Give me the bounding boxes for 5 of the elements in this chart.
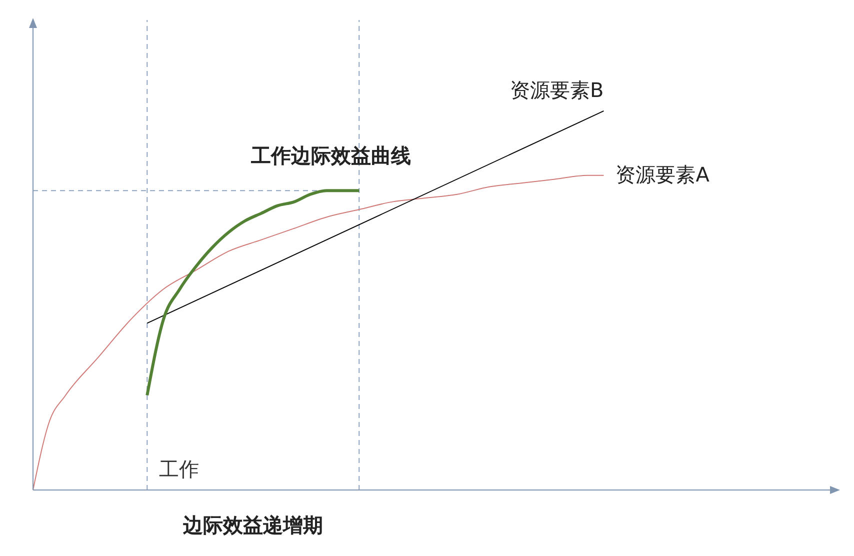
annotation: 工作 [159,457,200,481]
series-label: 资源要素B [510,78,604,102]
x-axis-title: 边际效益递增期 [182,513,324,537]
series-label: 资源要素A [616,162,710,186]
series-label: 工作边际效益曲线 [250,144,412,168]
